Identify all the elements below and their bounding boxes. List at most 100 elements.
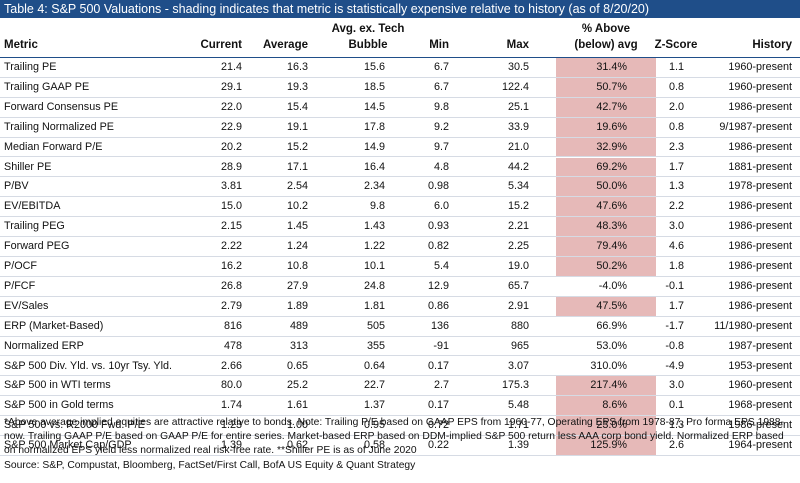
cell-metric: Trailing PEG	[4, 220, 65, 233]
cell-current: 3.81	[220, 180, 242, 193]
table-row: S&P 500 vs. R2000 Fwd. P/E 1.23 1.00 0.95 0.…	[0, 416, 800, 437]
cell-current: 80.0	[220, 379, 242, 392]
col-bubble-header-line1: Avg. ex. Tech	[331, 23, 405, 35]
expensive-shading	[556, 58, 656, 78]
cell-min: 0.86	[427, 299, 449, 312]
cell-max: 44.2	[507, 160, 529, 173]
row-separator	[0, 255, 800, 257]
cell-pct: 66.9%	[596, 319, 627, 332]
cell-current: 1.39	[220, 439, 242, 452]
cell-history: 1964-present	[728, 439, 792, 452]
table-row: Trailing Normalized PE 22.9 19.1 17.8 9.2 33.…	[0, 117, 800, 138]
col-zscore-header: Z-Score	[654, 39, 698, 51]
cell-bubble: 9.8	[369, 200, 385, 213]
cell-average: 313	[289, 339, 308, 352]
row-separator	[0, 136, 800, 138]
cell-z: 3.0	[668, 220, 684, 233]
cell-history: 11/1980-present	[714, 319, 792, 332]
col-pct-header-line2: (below) avg	[574, 39, 638, 51]
cell-metric: Forward PEG	[4, 240, 70, 253]
table-row: Forward Consensus PE 22.0 15.4 14.5 9.8 25.1 4…	[0, 97, 800, 118]
cell-average: 1.61	[286, 399, 308, 412]
row-separator	[0, 96, 800, 98]
row-separator	[0, 116, 800, 118]
cell-z: 1.3	[668, 180, 684, 193]
expensive-shading	[556, 296, 656, 317]
cell-bubble: 2.34	[363, 180, 385, 193]
cell-z: 0.8	[668, 120, 684, 133]
cell-pct: -4.0%	[598, 279, 627, 292]
cell-max: 21.0	[507, 140, 529, 153]
cell-average: 15.2	[286, 140, 308, 153]
row-separator	[0, 156, 800, 158]
row-separator	[0, 355, 800, 357]
header-rule	[0, 57, 800, 58]
cell-max: 5.34	[507, 180, 529, 193]
cell-bubble: 1.37	[363, 399, 385, 412]
cell-average: 489	[289, 319, 308, 332]
cell-pct: 31.4%	[596, 61, 627, 73]
row-separator	[0, 275, 800, 277]
cell-max: 3.07	[507, 359, 529, 372]
cell-metric: S&P 500 vs. R2000 Fwd. P/E	[4, 419, 145, 432]
cell-metric: Trailing PE	[4, 61, 57, 73]
table-row: ERP (Market-Based) 816 489 505 136 880 66.9% -1…	[0, 317, 800, 337]
cell-min: 5.4	[433, 260, 449, 272]
table-row: Trailing GAAP PE 29.1 19.3 18.5 6.7 122.4 50.7…	[0, 77, 800, 98]
cell-history: 1978-present	[728, 180, 792, 193]
cell-current: 16.2	[220, 260, 242, 272]
col-min-header: Min	[429, 39, 449, 51]
table-row: Trailing PE 21.4 16.3 15.6 6.7 30.5 31.4% 1.1 19…	[0, 58, 800, 78]
col-pct-header-line1: % Above	[581, 23, 631, 35]
cell-average: 25.2	[286, 379, 308, 392]
cell-z: 3.0	[668, 379, 684, 392]
cell-pct: 47.5%	[596, 299, 627, 312]
table-row: S&P 500 Div. Yld. vs. 10yr Tsy. Yld. 2.66…	[0, 357, 800, 377]
table-row: Normalized ERP 478 313 355 -91 965 53.0% -0.8 19…	[0, 337, 800, 357]
expensive-shading	[556, 77, 656, 98]
table-row: S&P 500 in WTI terms 80.0 25.2 22.7 2.7 175.3…	[0, 376, 800, 397]
cell-history: 1986-present	[728, 299, 792, 312]
cell-pct: 53.0%	[596, 339, 627, 352]
cell-current: 478	[223, 339, 242, 352]
col-current-header: Current	[200, 39, 242, 51]
cell-history: 1986-present	[728, 100, 792, 113]
row-separator	[0, 196, 800, 198]
cell-metric: S&P 500 Div. Yld. vs. 10yr Tsy. Yld.	[4, 359, 173, 372]
cell-pct: 32.9%	[596, 140, 627, 153]
cell-history: 1960-present	[728, 61, 792, 73]
row-separator	[0, 395, 800, 397]
cell-min: 0.93	[427, 220, 449, 233]
cell-bubble: 24.8	[363, 279, 385, 292]
table-row: S&P 500 Market Cap/GDP 1.39 0.62 0.58 0.22 1.…	[0, 436, 800, 456]
cell-average: 27.9	[286, 279, 308, 292]
cell-pct: 19.6%	[596, 120, 627, 133]
expensive-shading	[556, 197, 656, 218]
cell-metric: Trailing GAAP PE	[4, 80, 90, 93]
cell-history: 1986-present	[728, 260, 792, 272]
cell-max: 2.91	[507, 299, 529, 312]
cell-max: 2.25	[507, 240, 529, 253]
table-row: P/OCF 16.2 10.8 10.1 5.4 19.0 50.2% 1.8 1986-pre…	[0, 257, 800, 277]
cell-bubble: 1.81	[363, 299, 385, 312]
cell-bubble: 1.43	[363, 220, 385, 233]
cell-average: 10.8	[286, 260, 308, 272]
cell-current: 26.8	[220, 279, 242, 292]
cell-metric: P/OCF	[4, 260, 37, 272]
cell-current: 21.4	[220, 61, 242, 73]
cell-z: 1.8	[668, 260, 684, 272]
cell-average: 2.54	[286, 180, 308, 193]
cell-history: 1953-present	[728, 359, 792, 372]
cell-min: 4.8	[433, 160, 449, 173]
cell-max: 2.21	[507, 220, 529, 233]
cell-average: 1.45	[286, 220, 308, 233]
cell-bubble: 355	[366, 339, 385, 352]
cell-z: 1.7	[668, 160, 684, 173]
cell-bubble: 14.5	[363, 100, 385, 113]
cell-metric: S&P 500 Market Cap/GDP	[4, 439, 132, 452]
cell-max: 965	[510, 339, 529, 352]
source-text: Source: S&P, Compustat, Bloomberg, FactS…	[4, 459, 416, 471]
cell-min: 2.7	[433, 379, 449, 392]
cell-history: 1968-present	[728, 399, 792, 412]
cell-min: 0.17	[427, 399, 449, 412]
